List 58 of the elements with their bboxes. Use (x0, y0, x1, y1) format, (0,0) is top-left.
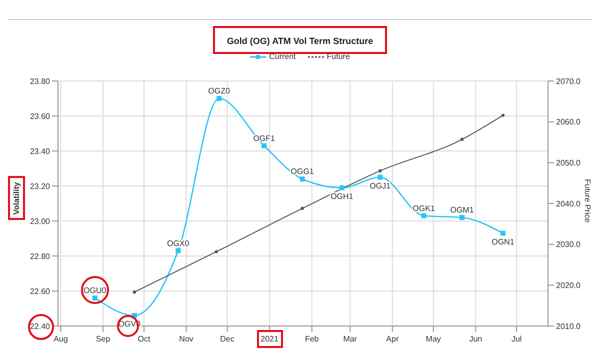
y-tick-label: 23.20 (30, 182, 51, 191)
y2-tick-label: 2050.0 (556, 158, 582, 168)
y-tick-label: 22.80 (30, 252, 51, 261)
point (460, 215, 465, 220)
x-tick-label: Apr (386, 334, 399, 344)
x-tick-label: Jul (511, 334, 522, 344)
annotation: OGK1 (412, 204, 436, 213)
y-tick-label: 23.00 (30, 216, 51, 226)
point (216, 96, 222, 101)
point (132, 290, 136, 294)
y-tick-label: 23.60 (30, 112, 51, 121)
y2-tick-label: 2040.0 (556, 199, 582, 208)
point (500, 230, 506, 236)
annotation: OGN1 (492, 237, 515, 246)
y2-axis-title: Future Price (583, 178, 592, 222)
legend-label: Current (269, 52, 296, 61)
y-tick-label: 23.80 (30, 76, 51, 86)
y-tick-label: 23.40 (30, 146, 51, 156)
point (92, 296, 98, 300)
point (176, 248, 181, 254)
point (300, 206, 304, 210)
x-tick-label: Feb (304, 334, 320, 344)
point (460, 138, 464, 141)
x-tick-label: Oct (138, 334, 151, 344)
legend-label: Future (326, 52, 350, 61)
point (501, 114, 505, 117)
y2-tick-label: 2030.0 (556, 240, 582, 250)
rectangle-outline: Gold (OG) ATM Vol Term Structure (212, 26, 388, 54)
y2-tick-label: 2060.0 (556, 118, 582, 127)
x-tick-label: Sep (96, 334, 111, 344)
point (214, 250, 218, 254)
y-tick-label: 22.40 (30, 322, 51, 331)
x-tick-label: Aug (54, 334, 68, 344)
chart-title: Gold (OG) ATM Vol Term Structure (226, 36, 374, 46)
x-tick-label: Nov (179, 334, 194, 344)
x-tick-label: Jun (469, 334, 482, 344)
y2-tick-label: 2010.0 (556, 322, 582, 331)
x-tick-label: Mar (343, 334, 358, 344)
point (421, 213, 426, 218)
point (378, 174, 383, 180)
x-tick-label: Dec (220, 334, 234, 344)
annotation: OGZ0 (208, 86, 230, 96)
annotation: OGU0 (84, 286, 107, 295)
y2-tick-label: 2070.0 (556, 76, 582, 86)
y-axis-title: Volatility (12, 182, 21, 214)
x-tick-label: 2021 (260, 334, 280, 344)
point (300, 176, 305, 182)
point (378, 169, 382, 172)
annotation: OGM1 (450, 206, 474, 214)
x-tick-label: May (426, 334, 441, 344)
annotation: OGH1 (330, 192, 354, 201)
annotation: OGJ1 (370, 181, 392, 190)
y2-tick-label: 2020.0 (556, 281, 582, 290)
annotation: OGG1 (290, 167, 314, 176)
y-tick-label: 22.60 (30, 286, 51, 296)
point (262, 143, 267, 148)
point (339, 185, 344, 190)
rectangle-outline: Volatility (8, 176, 25, 220)
